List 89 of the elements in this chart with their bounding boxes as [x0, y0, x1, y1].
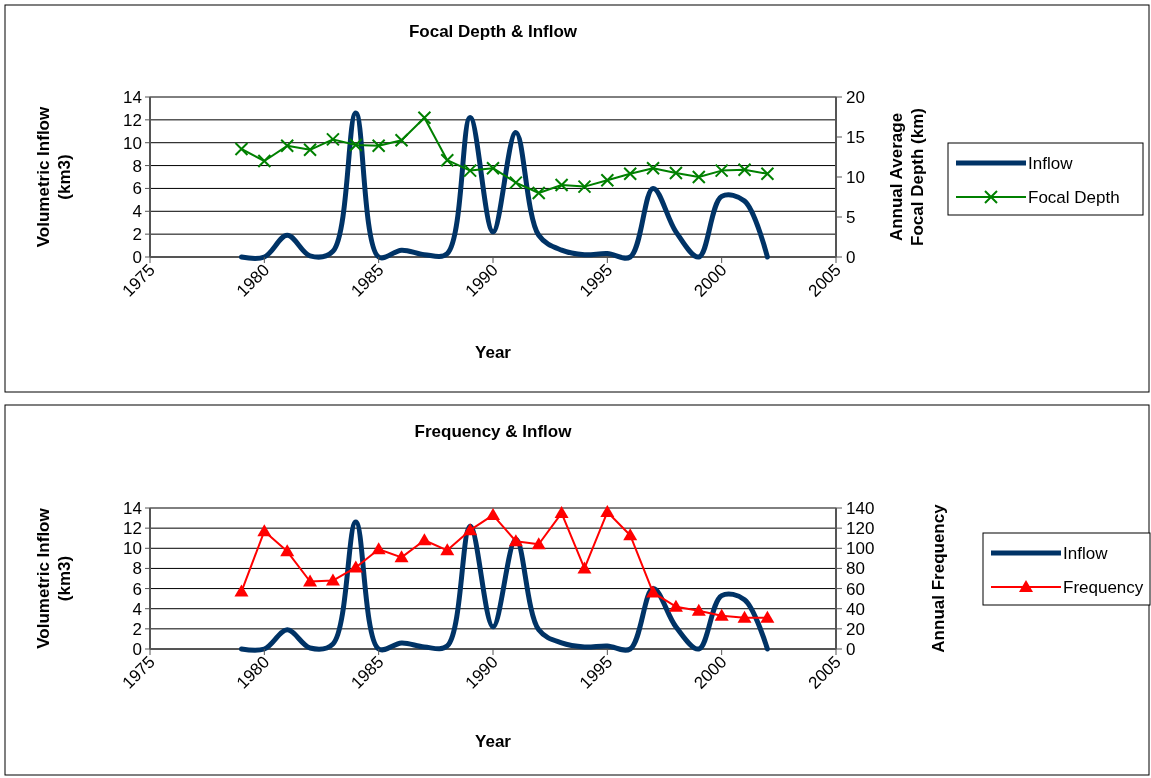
y-tick-label: 2	[132, 619, 142, 639]
point	[600, 505, 615, 518]
point	[554, 506, 569, 519]
y-tick-label: 6	[132, 579, 142, 599]
x-axis-title: Year	[475, 732, 512, 751]
point	[760, 166, 775, 181]
y-tick-label: 10	[123, 133, 142, 153]
point	[348, 560, 363, 573]
point	[600, 173, 615, 188]
point	[303, 574, 318, 587]
point	[760, 610, 775, 623]
y-tick-label: 8	[132, 559, 142, 579]
point	[417, 533, 432, 546]
point	[234, 142, 249, 156]
point	[463, 523, 478, 536]
point	[440, 543, 455, 556]
point	[554, 178, 569, 192]
y2-tick-label: 10	[846, 167, 865, 187]
point	[646, 585, 661, 598]
point	[623, 166, 638, 181]
point	[486, 508, 500, 521]
y-tick-label: 10	[123, 539, 142, 559]
y2-axis-title: Annual Frequency	[929, 503, 949, 653]
point	[714, 163, 729, 178]
y2-axis-title: Annual Average Focal Depth (km)	[887, 108, 927, 246]
y2-tick-label: 5	[846, 207, 856, 227]
point	[440, 153, 455, 168]
chart-title: Frequency & Inflow	[414, 422, 573, 441]
point	[623, 528, 638, 541]
y2-tick-label: 40	[846, 599, 865, 619]
point	[668, 166, 683, 180]
y-tick-label: 0	[132, 639, 142, 659]
point	[417, 110, 432, 125]
point	[737, 610, 752, 623]
y-tick-label: 6	[132, 179, 142, 199]
legend-label: Inflow	[1063, 543, 1109, 563]
point	[280, 544, 295, 557]
chart-title: Focal Depth & Inflow	[408, 22, 578, 41]
point	[531, 537, 546, 550]
y2-tick-label: 60	[846, 579, 865, 599]
point	[508, 175, 523, 190]
point	[486, 161, 500, 176]
point	[508, 534, 523, 547]
y-axis-title: Volumetric Inflow (km3)	[34, 106, 74, 248]
y-tick-label: 14	[123, 87, 142, 107]
point	[325, 132, 340, 147]
y2-tick-label: 80	[846, 559, 865, 579]
y2-tick-label: 120	[846, 519, 875, 539]
point	[668, 599, 683, 612]
point	[531, 186, 546, 200]
point	[646, 161, 661, 176]
point	[691, 603, 706, 616]
point	[257, 524, 272, 537]
y-tick-label: 4	[132, 202, 142, 222]
point	[234, 584, 249, 597]
y-tick-label: 14	[123, 498, 142, 518]
point	[463, 163, 478, 178]
legend-label: Frequency	[1063, 577, 1144, 597]
point	[577, 561, 592, 574]
point	[737, 162, 752, 177]
point	[394, 550, 409, 563]
point	[348, 138, 363, 152]
point	[577, 179, 592, 194]
point	[371, 542, 386, 555]
y2-tick-label: 0	[846, 247, 856, 267]
x-axis-title: Year	[475, 343, 512, 362]
y2-tick-label: 15	[846, 127, 865, 147]
y-tick-label: 4	[132, 599, 142, 619]
legend-label: Focal Depth	[1028, 187, 1120, 207]
point	[691, 170, 706, 184]
legend-label: Inflow	[1028, 153, 1074, 173]
y-tick-label: 2	[132, 225, 142, 245]
point	[303, 142, 318, 157]
point	[714, 608, 729, 621]
point	[394, 133, 409, 148]
point	[325, 573, 340, 586]
y2-tick-label: 0	[846, 639, 856, 659]
point	[257, 154, 272, 168]
y-tick-label: 12	[123, 110, 142, 130]
y-tick-label: 8	[132, 156, 142, 176]
y2-tick-label: 140	[846, 498, 875, 518]
y2-tick-label: 20	[846, 87, 865, 107]
y-tick-label: 0	[132, 247, 142, 267]
y-tick-label: 12	[123, 519, 142, 539]
y-axis-title: Volumetric Inflow (km3)	[34, 507, 74, 649]
point	[280, 138, 295, 153]
y2-tick-label: 100	[846, 539, 875, 559]
point	[371, 138, 386, 153]
y2-tick-label: 20	[846, 619, 865, 639]
